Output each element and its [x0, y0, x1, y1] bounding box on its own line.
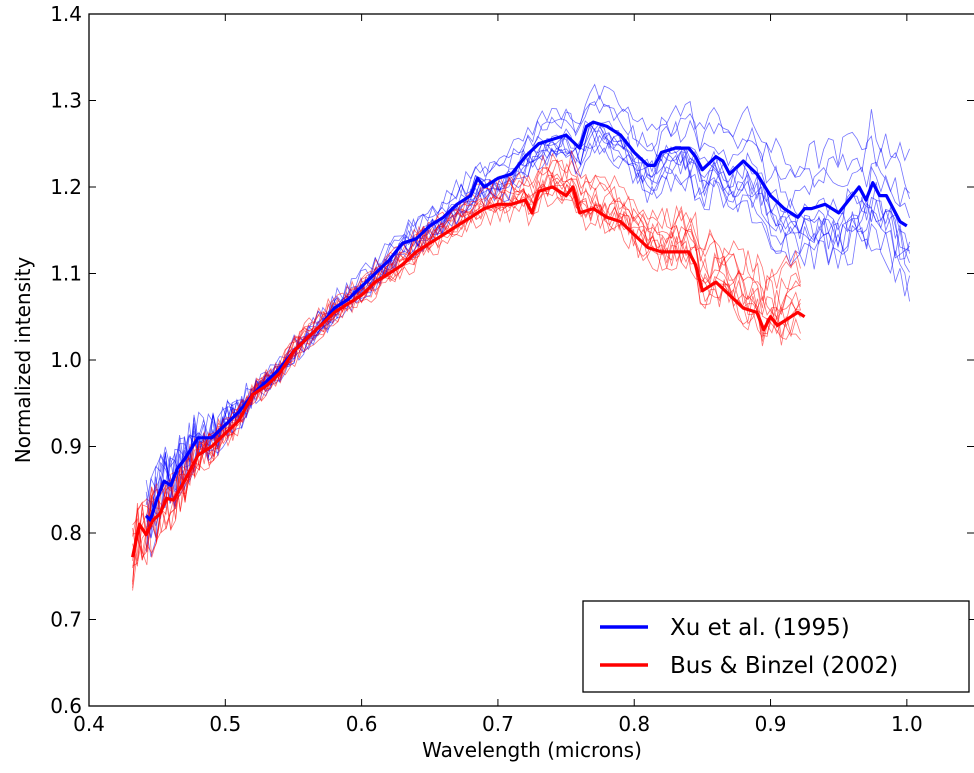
individual-spectrum-xu-12 [145, 134, 910, 511]
y-axis-label: Normalized intensity [11, 257, 35, 464]
individual-spectrum-bus-8 [132, 189, 801, 591]
individual-spectrum-xu-9 [145, 101, 910, 535]
x-axis-label: Wavelength (microns) [422, 738, 642, 762]
individual-spectrum-bus-5 [132, 166, 801, 567]
individual-spectrum-xu-8 [145, 137, 910, 538]
x-tick-label: 0.6 [346, 712, 378, 736]
individual-spectrum-xu-5 [145, 128, 910, 528]
y-tick-label: 0.9 [50, 435, 82, 459]
x-tick-label: 0.7 [482, 712, 514, 736]
axes: 0.4 0.5 0.6 0.7 0.8 0.9 1.0 0.6 0.7 0.8 0.9 1.0 1.1 1… [50, 2, 974, 736]
legend-label: Xu et al. (1995) [670, 615, 850, 641]
individual-spectrum-xu-7 [145, 83, 910, 539]
legend-box [582, 600, 970, 693]
x-tick-label: 0.5 [209, 712, 241, 736]
legend-label: Bus & Binzel (2002) [670, 653, 898, 679]
individual-spectrum-bus-2 [132, 177, 801, 561]
individual-spectrum-bus-7 [132, 185, 801, 582]
y-tick-label: 1.1 [50, 262, 82, 286]
y-tick-label: 1.0 [50, 348, 82, 372]
individual-spectrum-xu-4 [145, 120, 910, 548]
legend: Xu et al. (1995) Bus & Binzel (2002) [582, 600, 970, 693]
individual-spectrum-bus-1 [132, 150, 801, 589]
x-tick-label: 0.4 [73, 712, 105, 736]
y-tick-label: 0.6 [50, 694, 82, 718]
individual-spectrum-bus-11 [132, 171, 801, 553]
y-tick-label: 0.7 [50, 608, 82, 632]
individual-spectrum-xu-11 [145, 124, 910, 552]
y-tick-label: 1.2 [50, 175, 82, 199]
series-line-bus-binzel-2002 [131, 185, 806, 558]
individual-spectrum-bus-3 [132, 175, 801, 561]
x-tick-label: 1.0 [891, 712, 923, 736]
x-tick-label: 0.8 [618, 712, 650, 736]
individual-spectrum-bus-9 [132, 179, 801, 561]
y-tick-label: 0.8 [50, 521, 82, 545]
x-tick-label: 0.9 [755, 712, 787, 736]
individual-spectrum-bus-10 [132, 174, 801, 566]
y-tick-label: 1.3 [50, 89, 82, 113]
individual-spectrum-xu-3 [145, 121, 910, 530]
individual-spectrum-bus-4 [132, 158, 801, 567]
y-tick-label: 1.4 [50, 2, 82, 26]
series-line-xu-1995 [145, 120, 908, 522]
mean-spectra [131, 120, 908, 558]
